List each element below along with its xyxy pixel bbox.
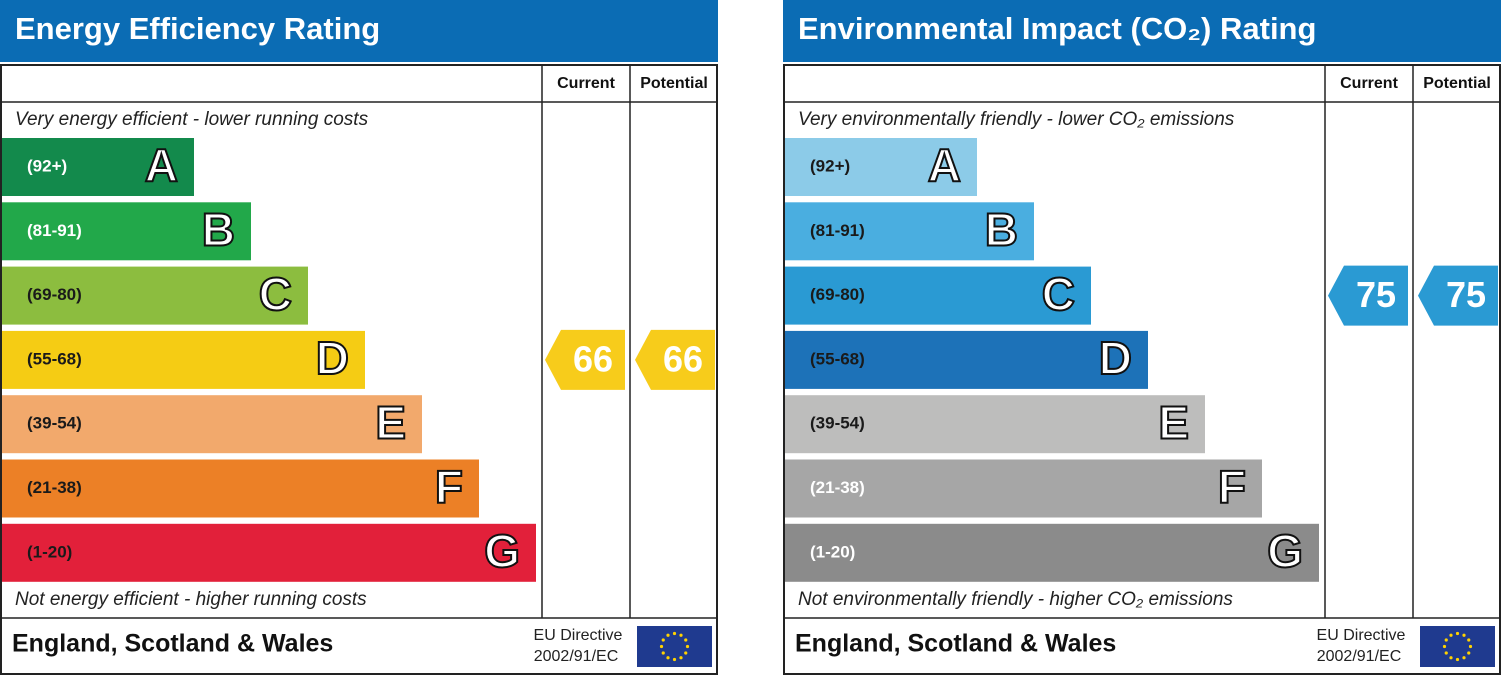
eu-star xyxy=(684,651,688,655)
rating-band xyxy=(2,138,194,196)
eu-star xyxy=(1462,656,1466,660)
rating-band xyxy=(785,202,1034,261)
region: England, Scotland & Wales xyxy=(12,630,333,658)
eu-star xyxy=(1467,651,1471,655)
rating-band xyxy=(2,459,479,518)
eu-star xyxy=(1449,656,1453,660)
eu-star xyxy=(1444,651,1448,655)
eu-star xyxy=(1467,638,1471,642)
band-letter: A xyxy=(145,139,178,191)
rating-band xyxy=(785,330,1148,389)
eu-star xyxy=(666,633,670,637)
rating-value: 66 xyxy=(573,338,613,379)
band-range: (92+) xyxy=(810,156,850,175)
band-letter: B xyxy=(202,203,235,255)
eu-star xyxy=(685,644,690,649)
rating-arrow xyxy=(545,329,625,390)
band-letter: C xyxy=(1042,268,1075,320)
eu-star xyxy=(1462,633,1466,637)
rating-panel: Environmental Impact (CO₂) Rating Current… xyxy=(783,0,1501,675)
rating-band xyxy=(785,138,977,196)
bottom-note: Not environmentally friendly - higher CO… xyxy=(798,589,1233,610)
band-letter: B xyxy=(985,203,1018,255)
band-range: (81-91) xyxy=(27,221,82,240)
current-header: Current xyxy=(1340,75,1398,92)
eu-star xyxy=(1455,631,1460,636)
rating-band xyxy=(785,523,1319,582)
eu-star xyxy=(661,638,665,642)
band-letter: E xyxy=(1158,396,1189,448)
rating-arrow xyxy=(635,329,715,390)
eu-star xyxy=(1449,633,1453,637)
panel-title: Environmental Impact (CO₂) Rating xyxy=(798,11,1316,46)
rating-band xyxy=(785,395,1205,454)
band-letter: G xyxy=(1267,525,1303,577)
eu-star xyxy=(1455,657,1460,662)
band-letter: A xyxy=(928,139,961,191)
rating-band xyxy=(2,202,251,261)
band-range: (92+) xyxy=(27,156,67,175)
eu-star xyxy=(679,656,683,660)
eu-star xyxy=(661,651,665,655)
directive: EU Directive xyxy=(534,627,623,644)
eu-star xyxy=(684,638,688,642)
eu-star xyxy=(1442,644,1447,649)
band-letter: F xyxy=(435,461,463,513)
rating-panel: Energy Efficiency Rating Current Potential… xyxy=(0,0,718,675)
band-range: (21-38) xyxy=(810,478,865,497)
top-note: Very environmentally friendly - lower CO… xyxy=(798,109,1235,130)
band-range: (1-20) xyxy=(27,542,72,561)
band-range: (21-38) xyxy=(27,478,82,497)
potential-header: Potential xyxy=(1423,75,1491,92)
eu-star xyxy=(679,633,683,637)
eu-star xyxy=(1444,638,1448,642)
panel-title: Energy Efficiency Rating xyxy=(15,11,380,46)
title-bar xyxy=(783,0,1501,62)
rating-value: 66 xyxy=(663,338,703,379)
rating-arrow xyxy=(1418,265,1498,326)
directive-code: 2002/91/EC xyxy=(1317,648,1402,665)
band-range: (69-80) xyxy=(27,285,82,304)
band-letter: E xyxy=(375,396,406,448)
rating-arrow xyxy=(1328,265,1408,326)
rating-band xyxy=(2,330,365,389)
eu-star xyxy=(1468,644,1473,649)
bottom-note: Not energy efficient - higher running co… xyxy=(15,589,367,610)
band-range: (55-68) xyxy=(810,349,865,368)
rating-band xyxy=(785,459,1262,518)
band-range: (55-68) xyxy=(27,349,82,368)
eu-star xyxy=(672,657,677,662)
band-range: (1-20) xyxy=(810,542,855,561)
eu-star xyxy=(666,656,670,660)
band-range: (39-54) xyxy=(810,414,865,433)
panel-frame xyxy=(0,64,718,675)
rating-band xyxy=(2,523,536,582)
band-letter: D xyxy=(1099,332,1132,384)
region: England, Scotland & Wales xyxy=(795,630,1116,658)
band-letter: C xyxy=(259,268,292,320)
band-range: (81-91) xyxy=(810,221,865,240)
top-note: Very energy efficient - lower running co… xyxy=(15,109,369,130)
band-letter: G xyxy=(484,525,520,577)
directive: EU Directive xyxy=(1317,627,1406,644)
band-letter: F xyxy=(1218,461,1246,513)
band-range: (39-54) xyxy=(27,414,82,433)
potential-header: Potential xyxy=(640,75,708,92)
rating-band xyxy=(2,266,308,325)
directive-code: 2002/91/EC xyxy=(534,648,619,665)
rating-value: 75 xyxy=(1356,274,1396,315)
rating-band xyxy=(2,395,422,454)
eu-star xyxy=(672,631,677,636)
band-range: (69-80) xyxy=(810,285,865,304)
rating-band xyxy=(785,266,1091,325)
panel-frame xyxy=(783,64,1501,675)
title-bar xyxy=(0,0,718,62)
current-header: Current xyxy=(557,75,615,92)
band-letter: D xyxy=(316,332,349,384)
eu-star xyxy=(659,644,664,649)
rating-value: 75 xyxy=(1446,274,1486,315)
